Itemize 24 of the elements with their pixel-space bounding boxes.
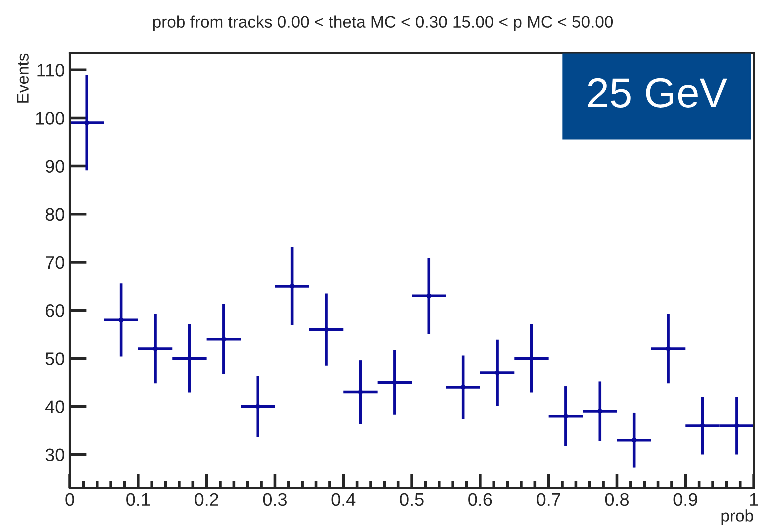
y-tick-label: 50: [46, 352, 64, 366]
y-tick-label: 90: [46, 160, 64, 174]
chart-title: prob from tracks 0.00 < theta MC < 0.30 15.00 < p MC < 50.00: [153, 16, 614, 32]
x-tick-label: 0.3: [263, 493, 287, 506]
x-tick-label: 0: [66, 493, 74, 506]
y-tick-label: 40: [45, 400, 64, 414]
x-tick-label: 0.5: [400, 493, 424, 506]
x-tick-label: 0.6: [468, 493, 492, 506]
x-tick-label: 0.8: [605, 493, 630, 506]
x-tick-label: 0.4: [332, 493, 356, 506]
x-tick-label: 1: [750, 494, 758, 506]
y-tick-label: 60: [46, 304, 64, 318]
annotation: 25 GeV: [588, 78, 728, 108]
y-tick-label: 30: [46, 448, 64, 462]
x-tick-label: 0.7: [536, 493, 560, 506]
y-tick-label: 110: [38, 64, 64, 77]
x-tick-label: 0.2: [194, 493, 218, 506]
y-tick-label: 100: [36, 112, 64, 125]
x-axis-title: prob: [722, 510, 754, 525]
y-tick-label: 80: [46, 208, 64, 222]
x-tick-label: 0.9: [674, 493, 698, 506]
y-axis-title: Events: [17, 54, 29, 103]
x-tick-label: 0.1: [126, 493, 150, 506]
y-tick-label: 70: [46, 256, 64, 270]
